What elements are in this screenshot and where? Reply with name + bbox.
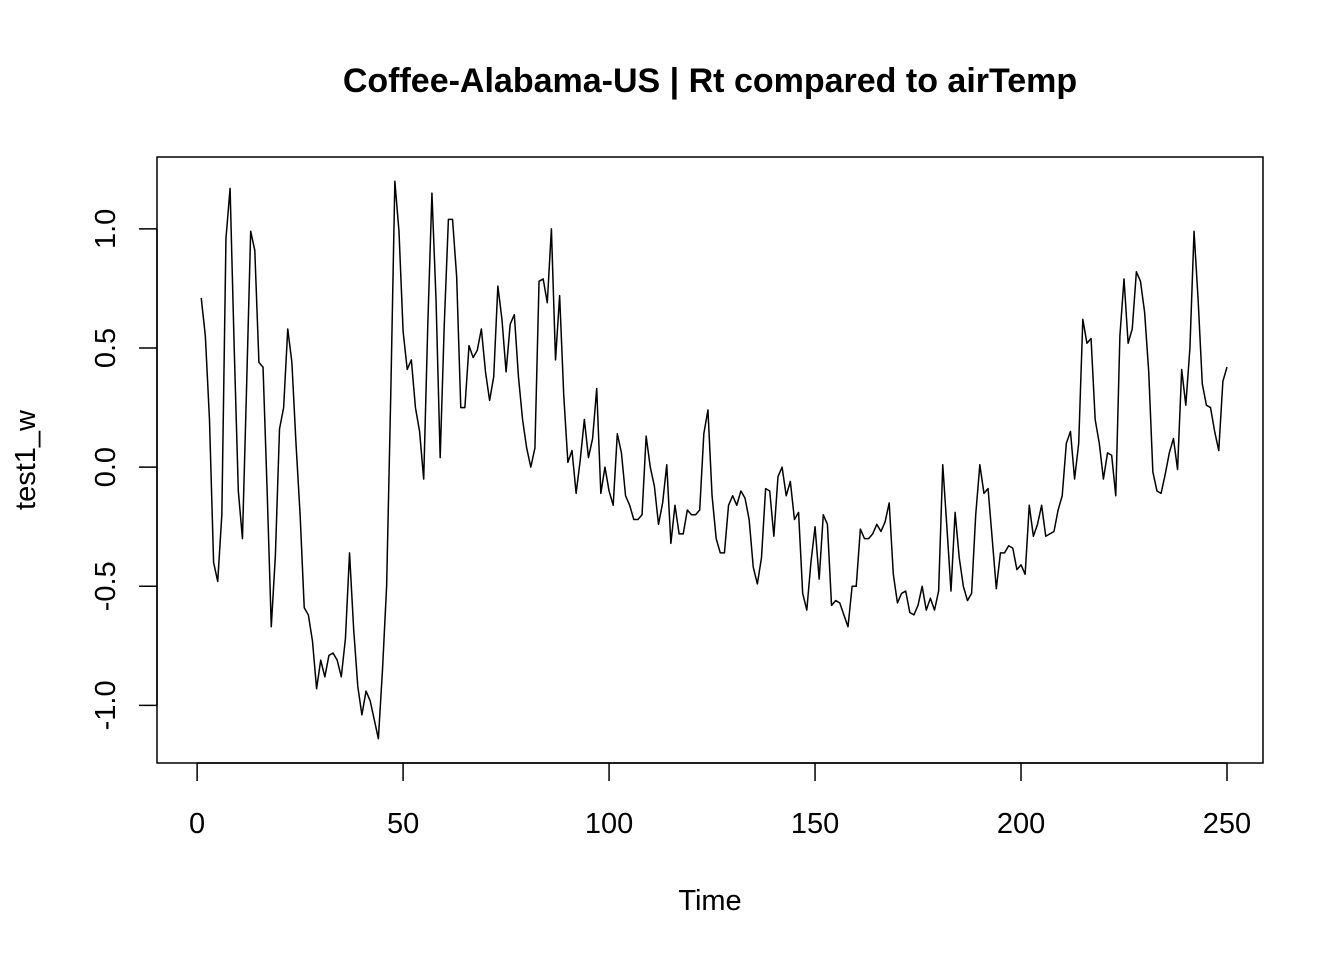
x-tick-label: 200 [997, 808, 1045, 840]
y-axis-label: test1_w [10, 409, 42, 510]
series-line [200, 180, 1228, 740]
x-axis-label: Time [678, 885, 741, 917]
series-layer [200, 180, 1228, 740]
x-tick-label: 0 [189, 808, 205, 840]
y-tick-label: -1.0 [90, 680, 122, 730]
x-axis: 0 50 100 150 200 250 [189, 762, 1251, 840]
y-axis: -1.0 -0.5 0.0 0.5 1.0 [90, 209, 158, 730]
chart-title: Coffee-Alabama-US | Rt compared to airTe… [343, 62, 1077, 100]
y-tick-label: 0.0 [90, 447, 122, 487]
x-tick-label: 50 [387, 808, 419, 840]
x-tick-label: 100 [585, 808, 633, 840]
x-tick-label: 250 [1203, 808, 1251, 840]
x-tick-label: 150 [791, 808, 839, 840]
y-tick-label: 0.5 [90, 328, 122, 368]
y-tick-label: 1.0 [90, 209, 122, 249]
y-tick-label: -0.5 [90, 561, 122, 611]
